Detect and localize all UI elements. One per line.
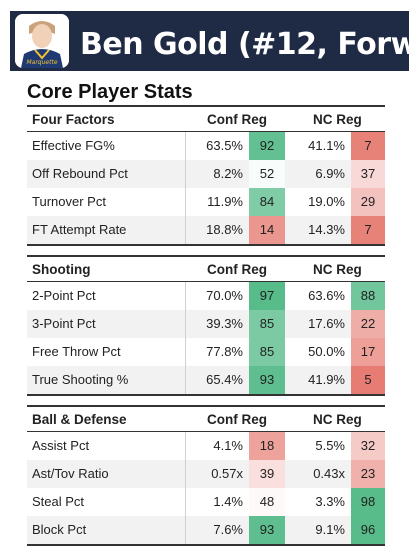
stat-name: Free Throw Pct bbox=[32, 344, 121, 359]
table-row: Effective FG% 63.5% 92 41.1% 7 bbox=[27, 132, 385, 160]
stats-table: Four Factors Conf Reg NC Reg Effective FG% 6… bbox=[27, 105, 385, 246]
player-header: Marquette Ben Gold (#12, Forward) bbox=[10, 11, 409, 71]
conf-value: 8.2% bbox=[185, 160, 249, 188]
nc-rank: 23 bbox=[351, 460, 385, 488]
table-header: Four Factors Conf Reg NC Reg bbox=[27, 105, 385, 132]
nc-rank: 17 bbox=[351, 338, 385, 366]
nc-value: 5.5% bbox=[315, 438, 345, 453]
stats-table: Ball & Defense Conf Reg NC Reg Assist Pct 4.… bbox=[27, 405, 385, 546]
table-row: Ast/Tov Ratio 0.57x 39 0.43x 23 bbox=[27, 460, 385, 488]
nc-rank: 88 bbox=[351, 282, 385, 310]
conf-value: 39.3% bbox=[185, 310, 249, 338]
table-header: Ball & Defense Conf Reg NC Reg bbox=[27, 405, 385, 432]
nc-rank: 22 bbox=[351, 310, 385, 338]
conf-value: 65.4% bbox=[185, 366, 249, 394]
nc-reg-column-header: NC Reg bbox=[313, 112, 362, 127]
stat-name: Block Pct bbox=[32, 522, 87, 537]
conf-value: 18.8% bbox=[185, 216, 249, 244]
table-row: True Shooting % 65.4% 93 41.9% 5 bbox=[27, 366, 385, 394]
table-heading: Ball & Defense bbox=[32, 412, 127, 427]
section-title: Core Player Stats bbox=[27, 81, 193, 103]
conf-rank: 84 bbox=[249, 188, 285, 216]
conf-rank: 52 bbox=[249, 160, 285, 188]
nc-rank: 32 bbox=[351, 432, 385, 460]
nc-value: 50.0% bbox=[308, 344, 345, 359]
conf-value: 1.4% bbox=[185, 488, 249, 516]
table-heading: Four Factors bbox=[32, 112, 115, 127]
nc-value: 19.0% bbox=[308, 194, 345, 209]
player-name: Ben Gold (#12, Forward) bbox=[80, 27, 409, 62]
conf-rank: 97 bbox=[249, 282, 285, 310]
conf-value: 77.8% bbox=[185, 338, 249, 366]
conf-value: 11.9% bbox=[185, 188, 249, 216]
table-heading: Shooting bbox=[32, 262, 91, 277]
conf-rank: 14 bbox=[249, 216, 285, 244]
nc-reg-column-header: NC Reg bbox=[313, 412, 362, 427]
conf-rank: 39 bbox=[249, 460, 285, 488]
nc-rank: 29 bbox=[351, 188, 385, 216]
conf-rank: 92 bbox=[249, 132, 285, 160]
nc-value: 9.1% bbox=[315, 522, 345, 537]
stat-name: FT Attempt Rate bbox=[32, 222, 127, 237]
stat-name: Effective FG% bbox=[32, 138, 115, 153]
conf-value: 0.57x bbox=[185, 460, 249, 488]
stat-name: Off Rebound Pct bbox=[32, 166, 128, 181]
table-bottom-rule bbox=[27, 394, 385, 396]
table-bottom-rule bbox=[27, 544, 385, 546]
table-row: Off Rebound Pct 8.2% 52 6.9% 37 bbox=[27, 160, 385, 188]
player-photo-icon: Marquette bbox=[15, 14, 69, 68]
nc-value: 17.6% bbox=[308, 316, 345, 331]
nc-rank: 7 bbox=[351, 132, 385, 160]
conf-rank: 93 bbox=[249, 366, 285, 394]
table-bottom-rule bbox=[27, 244, 385, 246]
conf-value: 63.5% bbox=[185, 132, 249, 160]
stat-name: 2-Point Pct bbox=[32, 288, 96, 303]
table-row: 3-Point Pct 39.3% 85 17.6% 22 bbox=[27, 310, 385, 338]
table-row: Block Pct 7.6% 93 9.1% 96 bbox=[27, 516, 385, 544]
conf-rank: 18 bbox=[249, 432, 285, 460]
table-row: 2-Point Pct 70.0% 97 63.6% 88 bbox=[27, 282, 385, 310]
conf-reg-column-header: Conf Reg bbox=[207, 412, 267, 427]
svg-text:Marquette: Marquette bbox=[26, 59, 57, 66]
nc-rank: 37 bbox=[351, 160, 385, 188]
nc-value: 3.3% bbox=[315, 494, 345, 509]
table-header: Shooting Conf Reg NC Reg bbox=[27, 255, 385, 282]
nc-rank: 7 bbox=[351, 216, 385, 244]
conf-rank: 93 bbox=[249, 516, 285, 544]
nc-value: 0.43x bbox=[313, 466, 345, 481]
stat-name: Turnover Pct bbox=[32, 194, 106, 209]
conf-value: 7.6% bbox=[185, 516, 249, 544]
stat-name: True Shooting % bbox=[32, 372, 129, 387]
stat-name: Steal Pct bbox=[32, 494, 85, 509]
nc-rank: 96 bbox=[351, 516, 385, 544]
conf-rank: 48 bbox=[249, 488, 285, 516]
nc-value: 41.1% bbox=[308, 138, 345, 153]
conf-reg-column-header: Conf Reg bbox=[207, 262, 267, 277]
table-row: Free Throw Pct 77.8% 85 50.0% 17 bbox=[27, 338, 385, 366]
table-row: Turnover Pct 11.9% 84 19.0% 29 bbox=[27, 188, 385, 216]
nc-value: 63.6% bbox=[308, 288, 345, 303]
nc-value: 6.9% bbox=[315, 166, 345, 181]
nc-rank: 5 bbox=[351, 366, 385, 394]
nc-rank: 98 bbox=[351, 488, 385, 516]
stat-name: 3-Point Pct bbox=[32, 316, 96, 331]
table-row: Assist Pct 4.1% 18 5.5% 32 bbox=[27, 432, 385, 460]
table-row: FT Attempt Rate 18.8% 14 14.3% 7 bbox=[27, 216, 385, 244]
table-row: Steal Pct 1.4% 48 3.3% 98 bbox=[27, 488, 385, 516]
nc-reg-column-header: NC Reg bbox=[313, 262, 362, 277]
nc-value: 41.9% bbox=[308, 372, 345, 387]
conf-reg-column-header: Conf Reg bbox=[207, 112, 267, 127]
nc-value: 14.3% bbox=[308, 222, 345, 237]
stats-table: Shooting Conf Reg NC Reg 2-Point Pct 70.0% 97… bbox=[27, 255, 385, 396]
conf-rank: 85 bbox=[249, 310, 285, 338]
stat-name: Ast/Tov Ratio bbox=[32, 466, 109, 481]
conf-rank: 85 bbox=[249, 338, 285, 366]
conf-value: 4.1% bbox=[185, 432, 249, 460]
conf-value: 70.0% bbox=[185, 282, 249, 310]
stat-name: Assist Pct bbox=[32, 438, 90, 453]
